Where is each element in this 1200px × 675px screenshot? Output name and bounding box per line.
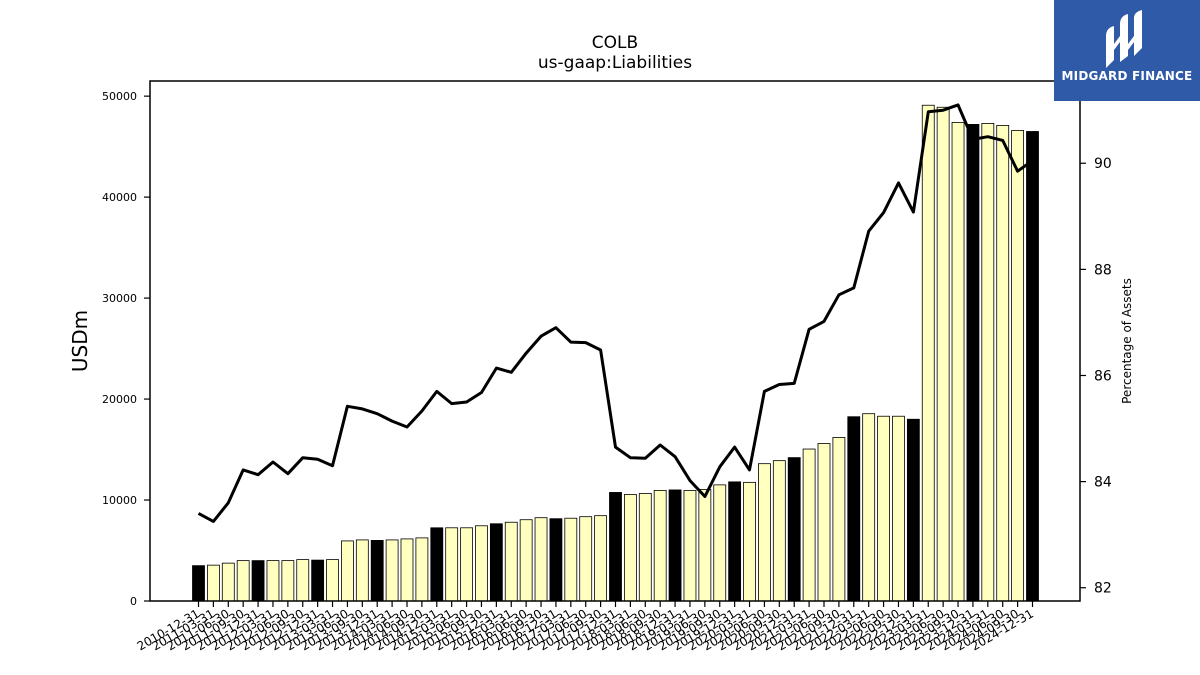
bar-2023-06-30 <box>936 106 950 602</box>
bar-2024-09-30 <box>1011 130 1025 602</box>
y2-tick-label: 86 <box>1094 368 1112 384</box>
right-axis: 82 84 86 88 90 <box>1080 156 1112 597</box>
bar-2017-03-31 <box>564 517 578 602</box>
y2-tick-label: 84 <box>1094 475 1112 491</box>
y2-tick-label: 88 <box>1094 262 1112 278</box>
bar-2013-03-31 <box>326 559 339 602</box>
bar-2019-03-31 <box>683 490 697 602</box>
bar-2014-03-31 <box>385 539 399 602</box>
y-tick-label: 0 <box>130 595 137 608</box>
y2-axis-label: Percentage of Assets <box>1120 278 1134 404</box>
y2-tick-label: 90 <box>1094 156 1112 172</box>
bar-2018-09-30 <box>653 490 667 602</box>
y-axis-label: USDm <box>68 310 92 372</box>
bar-2016-09-30 <box>534 517 548 602</box>
y-tick-label: 30000 <box>102 292 137 305</box>
bar-2012-09-30 <box>296 559 310 602</box>
bar-2015-06-30 <box>460 527 473 602</box>
bar-2017-09-30 <box>594 515 608 602</box>
bar-2023-12-31 <box>966 124 980 602</box>
bar-2021-12-31 <box>847 416 861 602</box>
bar-2012-12-31 <box>311 559 325 602</box>
y-tick-label: 40000 <box>102 191 137 204</box>
y2-tick-label: 82 <box>1094 581 1112 597</box>
y-tick-label: 50000 <box>102 90 137 103</box>
bar-2011-03-31 <box>206 564 220 602</box>
bar-2012-06-30 <box>281 560 295 602</box>
bar-2021-03-31 <box>802 448 816 602</box>
bar-2011-12-31 <box>251 560 265 602</box>
bar-2016-03-31 <box>504 521 518 602</box>
left-axis: 0 10000 20000 30000 40000 50000 <box>102 90 150 608</box>
bar-2023-03-31 <box>921 104 935 602</box>
logo-mark-icon <box>1106 10 1142 68</box>
bar-2015-03-31 <box>445 527 459 602</box>
bar-2022-06-30 <box>877 415 890 602</box>
bar-2020-09-30 <box>772 460 786 602</box>
bar-2020-03-31 <box>743 481 756 602</box>
bar-2016-06-30 <box>519 519 533 602</box>
bar-2021-06-30 <box>817 443 831 602</box>
bar-2019-12-31 <box>728 481 742 602</box>
bar-2012-03-31 <box>266 560 280 602</box>
bar-2018-03-31 <box>623 494 637 602</box>
bar-2013-12-31 <box>370 540 384 602</box>
bar-2024-12-31 <box>1026 131 1039 602</box>
bar-2022-03-31 <box>862 413 876 602</box>
bar-2019-09-30 <box>713 484 727 602</box>
bar-2023-09-30 <box>951 121 965 602</box>
line-layer <box>197 103 1034 523</box>
bar-2013-06-30 <box>341 540 354 602</box>
bar-2016-12-31 <box>549 518 563 602</box>
bar-2019-06-30 <box>698 489 712 602</box>
y-tick-label: 10000 <box>102 494 137 507</box>
bar-2020-06-30 <box>758 463 771 602</box>
x-axis: 2010-12-312011-03-312011-06-302011-09-30… <box>135 601 1036 653</box>
bar-2014-12-31 <box>430 527 444 602</box>
bar-2018-06-30 <box>638 493 652 602</box>
bar-2017-12-31 <box>609 492 622 602</box>
brand-logo: MIDGARD FINANCE <box>1054 0 1200 101</box>
percentage-of-assets-line <box>197 103 1034 523</box>
bar-2022-12-31 <box>906 418 920 602</box>
bar-2018-12-31 <box>668 489 682 602</box>
bar-2010-12-31 <box>192 565 205 602</box>
bar-2013-09-30 <box>355 539 369 602</box>
bar-2020-12-31 <box>787 457 801 602</box>
chart-subtitle: us-gaap:Liabilities <box>538 53 692 73</box>
bar-2021-09-30 <box>832 437 846 602</box>
bar-2022-09-30 <box>892 415 905 602</box>
bar-2024-03-31 <box>981 123 995 602</box>
bar-2014-06-30 <box>400 538 414 602</box>
bar-2015-12-31 <box>489 523 503 602</box>
bar-2011-09-30 <box>236 560 250 602</box>
logo-text: MIDGARD FINANCE <box>1061 69 1193 83</box>
bar-2011-06-30 <box>221 562 235 602</box>
bar-2024-06-30 <box>996 125 1010 602</box>
bar-2017-06-30 <box>579 516 593 602</box>
bar-group <box>192 104 1039 602</box>
chart-title: COLB <box>592 33 638 53</box>
y-tick-label: 20000 <box>102 393 137 406</box>
bar-2014-09-30 <box>415 537 429 602</box>
bar-2015-09-30 <box>475 525 488 602</box>
